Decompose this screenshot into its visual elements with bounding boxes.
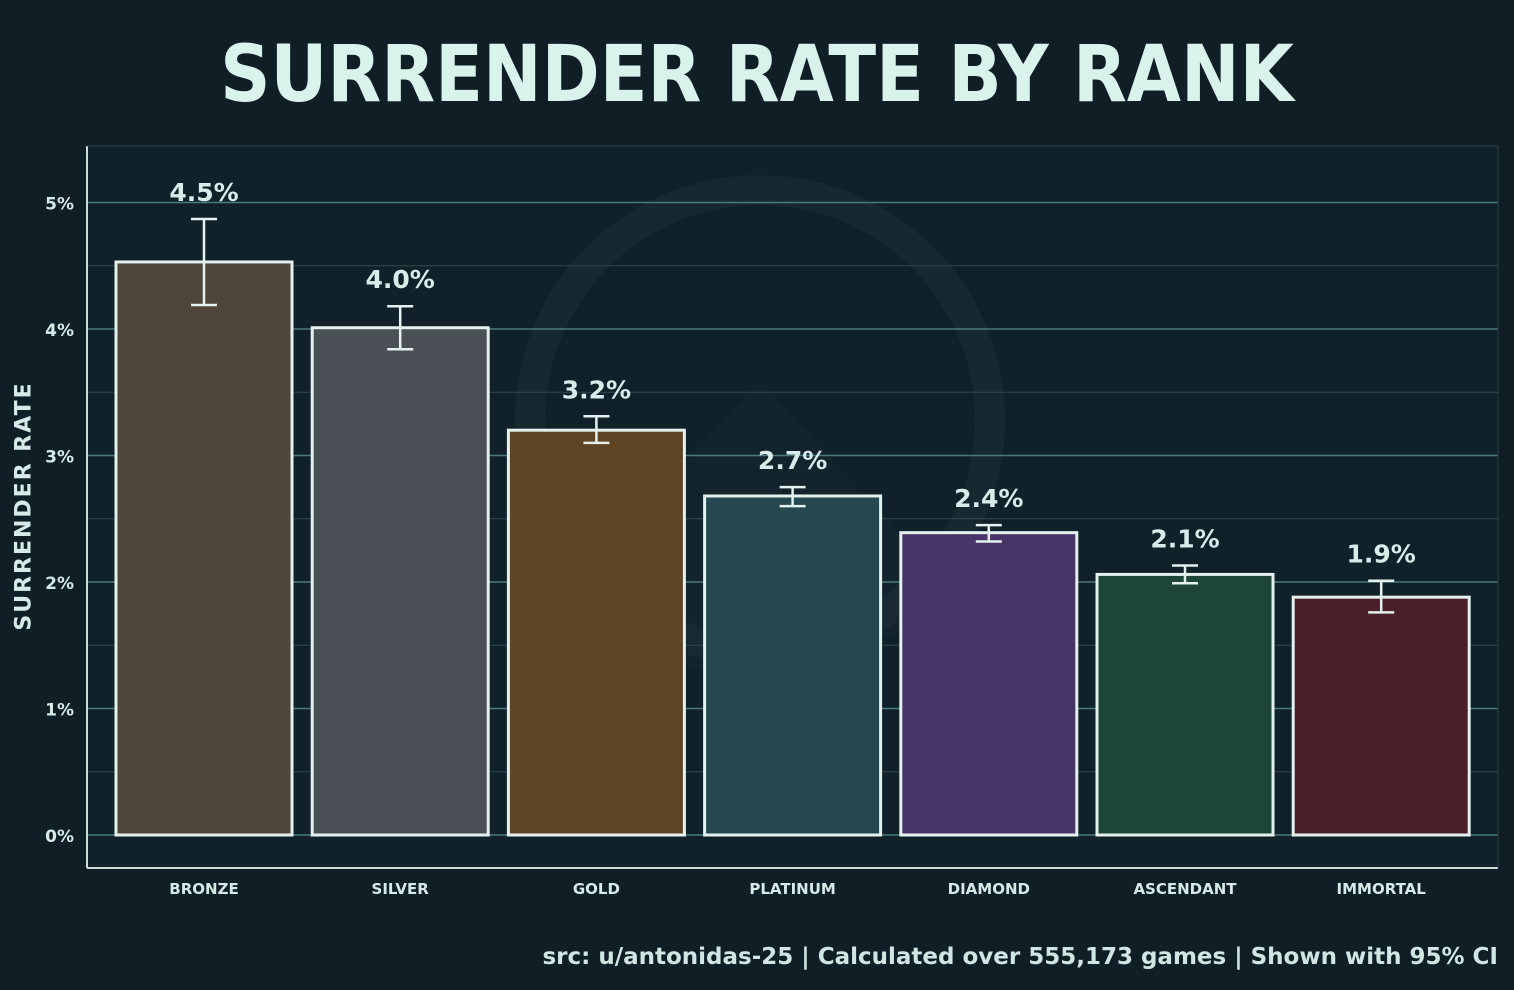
x-tick-label: BRONZE [169, 880, 238, 898]
value-label: 2.7% [758, 446, 827, 475]
value-label: 1.9% [1347, 540, 1416, 569]
x-tick-label: ASCENDANT [1133, 880, 1237, 898]
value-label: 4.0% [366, 265, 435, 294]
bar-bronze [114, 260, 294, 837]
x-tick-label: PLATINUM [749, 880, 835, 898]
x-tick-label: SILVER [372, 880, 430, 898]
bar-platinum [703, 494, 883, 837]
y-tick-label: 4% [45, 321, 74, 341]
value-label: 2.4% [954, 484, 1023, 513]
y-tick-label: 5% [45, 195, 74, 215]
bar-immortal [1291, 595, 1471, 837]
y-tick-label: 0% [45, 827, 74, 847]
value-label: 2.1% [1150, 525, 1219, 554]
source-note: src: u/antonidas-25 | Calculated over 55… [542, 944, 1498, 970]
bar-diamond [899, 531, 1079, 837]
y-tick-label: 2% [45, 574, 74, 594]
bar-ascendant [1095, 572, 1275, 837]
bar-gold [506, 428, 686, 837]
bar-silver [310, 326, 490, 837]
x-tick-label: IMMORTAL [1337, 880, 1427, 898]
x-tick-label: GOLD [573, 880, 620, 898]
chart-title: SURRENDER RATE BY RANK [220, 28, 1294, 120]
y-tick-label: 1% [45, 701, 74, 721]
value-label: 3.2% [562, 375, 631, 404]
x-tick-label: DIAMOND [948, 880, 1030, 898]
value-label: 4.5% [169, 178, 238, 207]
y-tick-label: 3% [45, 448, 74, 468]
